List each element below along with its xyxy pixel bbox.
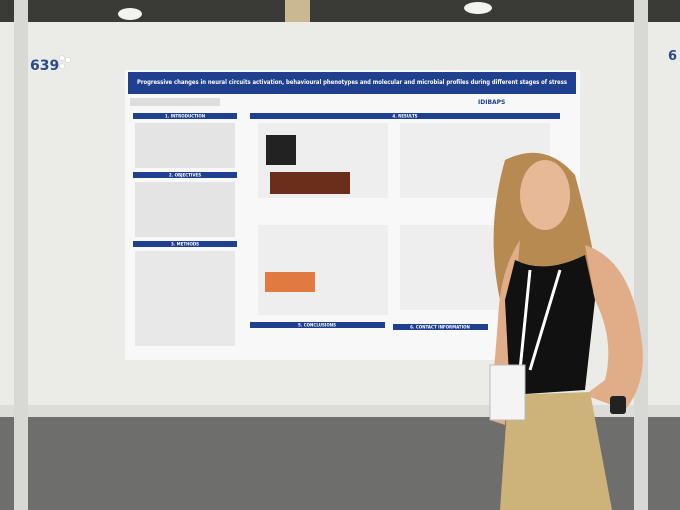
section-title: 3. METHODS	[171, 242, 199, 247]
pin	[65, 57, 71, 63]
methods-figure	[135, 251, 235, 346]
section-header	[133, 113, 237, 119]
pin	[59, 55, 65, 61]
section-title: 6. CONTACT INFORMATION	[410, 325, 470, 330]
section-header	[133, 241, 237, 247]
section-title: 2. OBJECTIVES	[169, 173, 201, 178]
bar-figure	[265, 272, 315, 292]
section-header	[133, 172, 237, 178]
logos	[130, 98, 220, 106]
lanyard	[528, 269, 562, 371]
poster-title-bar	[128, 72, 576, 94]
trousers	[500, 392, 612, 510]
section-title: 4. RESULTS	[392, 114, 417, 119]
face	[520, 160, 570, 230]
arm	[585, 245, 643, 410]
section-header	[250, 113, 560, 119]
image-panel	[270, 172, 350, 194]
section-title: 1. INTRODUCTION	[165, 114, 205, 119]
poster-title: Progressive changes in neural circuits a…	[137, 79, 567, 86]
section-header	[250, 322, 385, 328]
person	[489, 152, 643, 510]
image-panel	[266, 135, 296, 165]
section-title: 5. CONCLUSIONS	[298, 323, 336, 328]
badge	[489, 364, 526, 421]
poster-logo: IDIBAPS	[478, 99, 505, 106]
section-header	[393, 324, 488, 330]
ceiling-light	[464, 2, 492, 14]
results-panel	[258, 225, 388, 315]
pole	[14, 0, 28, 510]
lanyard	[518, 269, 532, 371]
watch	[610, 396, 626, 414]
text-block	[135, 123, 235, 168]
pole	[634, 0, 648, 510]
pin	[59, 63, 65, 69]
board-number: 639	[30, 58, 59, 74]
text-block	[135, 182, 235, 237]
ceiling-light	[118, 8, 142, 20]
next-board-number: 6	[668, 49, 677, 64]
